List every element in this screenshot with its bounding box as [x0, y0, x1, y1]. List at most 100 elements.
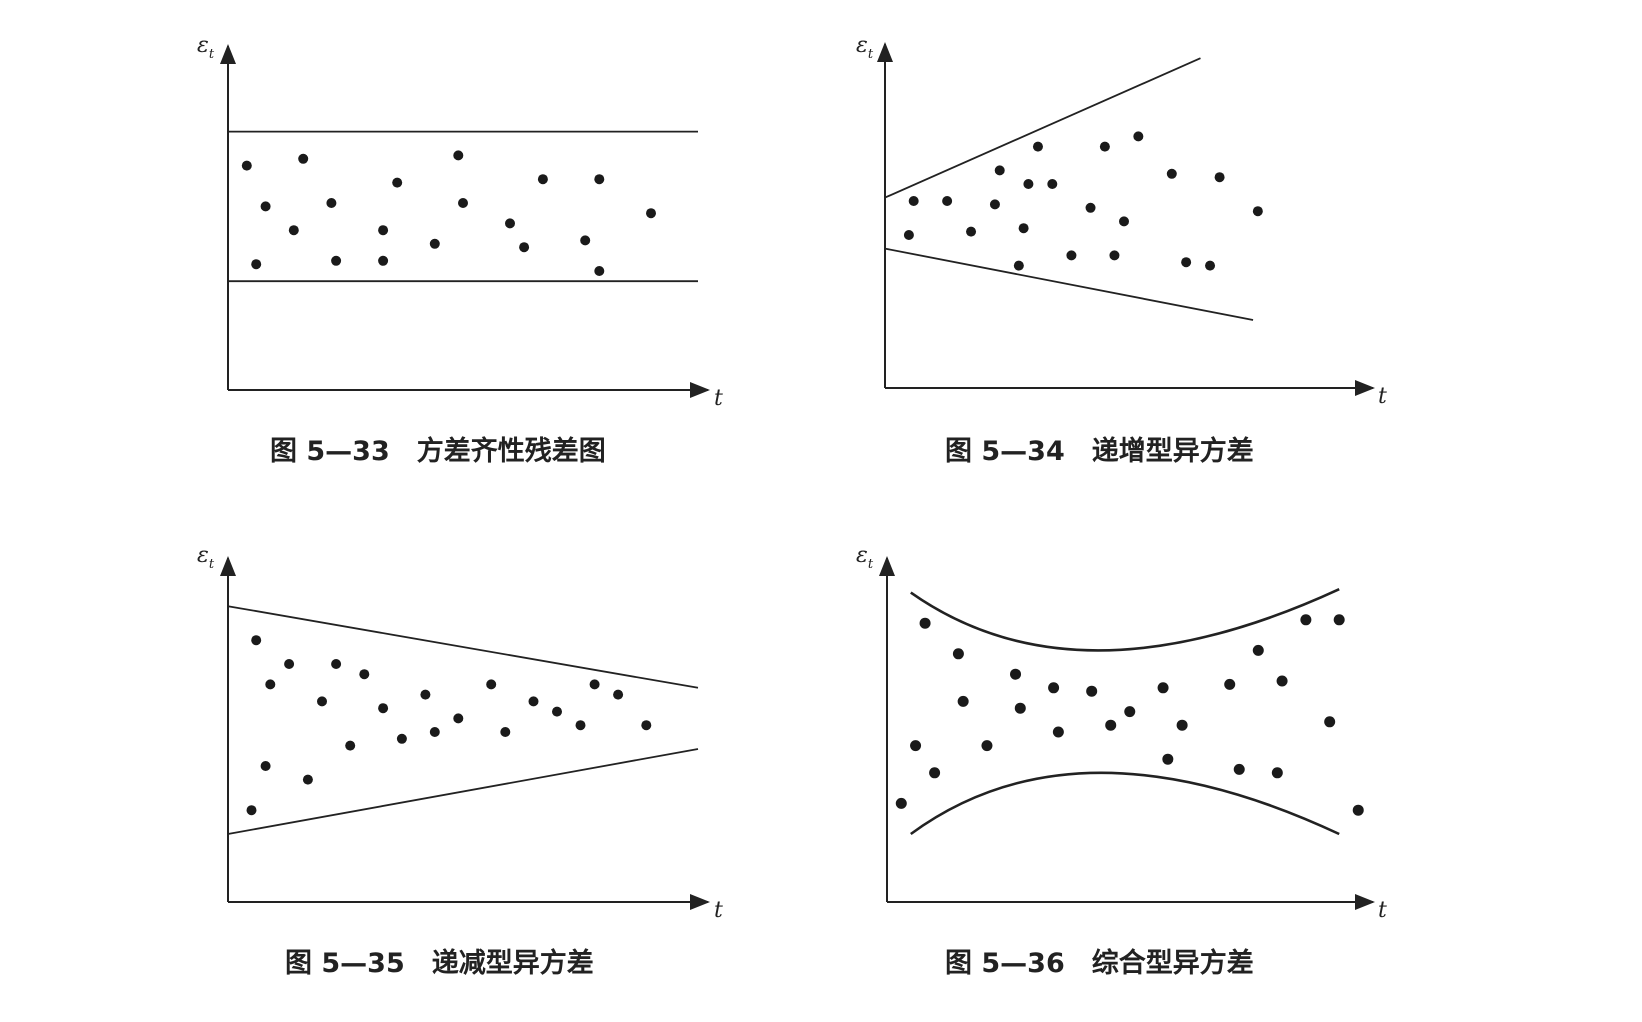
residual-point	[519, 242, 530, 253]
residual-point	[505, 218, 515, 229]
residual-point	[453, 713, 464, 724]
residual-point	[486, 679, 497, 690]
residual-point	[1085, 202, 1096, 213]
residual-point	[989, 199, 1000, 210]
y-axis-label: εt	[197, 543, 215, 572]
residual-point	[1205, 260, 1216, 271]
residual-point	[919, 617, 931, 629]
residual-point	[908, 196, 919, 206]
residual-point	[528, 696, 539, 707]
x-axis-label: t	[1378, 384, 1387, 409]
x-axis-label: t	[1378, 898, 1387, 923]
residual-point	[1086, 685, 1098, 697]
residual-point	[966, 226, 977, 237]
y-axis-label: εt	[197, 33, 215, 62]
residual-point	[537, 174, 548, 185]
x-axis-label: t	[714, 386, 723, 411]
residual-point	[1252, 644, 1264, 656]
residual-point	[302, 774, 313, 785]
residual-point	[1224, 678, 1236, 690]
residual-point	[1023, 179, 1034, 189]
residual-point	[284, 659, 295, 669]
residual-point	[378, 225, 389, 236]
residual-point	[1333, 614, 1345, 626]
x-axis-label: t	[714, 898, 723, 923]
chart-panel-34: εt t 图 5—34 递增型异方差	[856, 33, 1387, 467]
upper-bound-line	[227, 605, 699, 689]
figure-caption: 图 5—36 综合型异方差	[945, 947, 1254, 979]
residual-point	[429, 238, 440, 249]
residual-point	[594, 174, 605, 185]
residual-point	[331, 255, 342, 266]
figure-caption: 图 5—35 递减型异方差	[285, 947, 594, 979]
residual-point	[1105, 719, 1117, 731]
lower-bound-line	[227, 748, 699, 835]
figure-caption: 图 5—33 方差齐性残差图	[270, 435, 606, 467]
residual-point	[1276, 675, 1288, 687]
residual-point	[895, 797, 907, 809]
residual-point	[1066, 250, 1077, 261]
residual-point	[1176, 719, 1188, 731]
residual-point	[298, 153, 309, 164]
residual-point	[1052, 726, 1064, 738]
residual-point	[260, 201, 271, 212]
chart-panel-36: εt t 图 5—36 综合型异方差	[856, 543, 1387, 979]
residual-point	[1324, 716, 1336, 728]
residual-point	[396, 733, 407, 744]
residual-point	[251, 635, 262, 646]
lower-bound-line	[910, 771, 1340, 836]
y-axis-label: εt	[856, 543, 874, 572]
residual-point	[251, 259, 262, 270]
residual-point	[1271, 767, 1283, 779]
residual-point	[1047, 179, 1058, 189]
residual-point	[1162, 753, 1174, 765]
residual-point	[1300, 614, 1312, 626]
residual-point	[1133, 131, 1144, 142]
residual-point	[589, 679, 600, 690]
residual-point	[331, 659, 342, 669]
residual-point	[903, 230, 914, 240]
residual-point	[500, 727, 511, 737]
residual-point	[552, 706, 562, 717]
residual-point	[1214, 172, 1225, 183]
residual-point	[1233, 763, 1245, 775]
residual-point	[580, 235, 591, 246]
residual-point	[458, 198, 468, 208]
residual-point	[345, 740, 356, 751]
residual-point	[359, 669, 370, 680]
residual-point	[1109, 250, 1120, 261]
residual-point	[613, 689, 624, 700]
residual-point	[929, 767, 941, 779]
residual-point	[1166, 168, 1177, 179]
residual-point	[981, 740, 993, 752]
residual-point	[1014, 702, 1026, 714]
chart-panel-35: εt t 图 5—35 递减型异方差	[197, 543, 723, 979]
residual-point	[594, 266, 605, 276]
residual-point	[1352, 804, 1364, 816]
residual-point	[1048, 682, 1060, 694]
residual-point	[265, 679, 276, 690]
residual-point	[994, 165, 1005, 176]
figure-caption: 图 5—34 递增型异方差	[945, 435, 1254, 467]
residual-point	[1032, 141, 1043, 152]
residual-point	[260, 761, 271, 771]
chart-panel-33: εt t 图 5—33 方差齐性残差图	[197, 33, 723, 467]
residual-point	[952, 648, 964, 660]
upper-bound-line	[910, 588, 1340, 652]
residual-point	[246, 805, 257, 816]
residual-point	[1181, 257, 1192, 268]
residual-point	[942, 196, 953, 206]
residual-point	[1099, 141, 1110, 152]
residual-point	[1018, 223, 1029, 234]
residual-point	[575, 720, 586, 731]
lower-bound-line	[884, 247, 1254, 321]
residual-point	[1124, 706, 1136, 718]
residual-point	[910, 740, 922, 752]
residual-point	[641, 720, 652, 731]
residual-point	[1013, 260, 1024, 271]
residual-point	[1252, 206, 1263, 217]
residual-point	[646, 208, 656, 219]
residual-point	[326, 198, 337, 208]
residual-point	[453, 150, 464, 161]
